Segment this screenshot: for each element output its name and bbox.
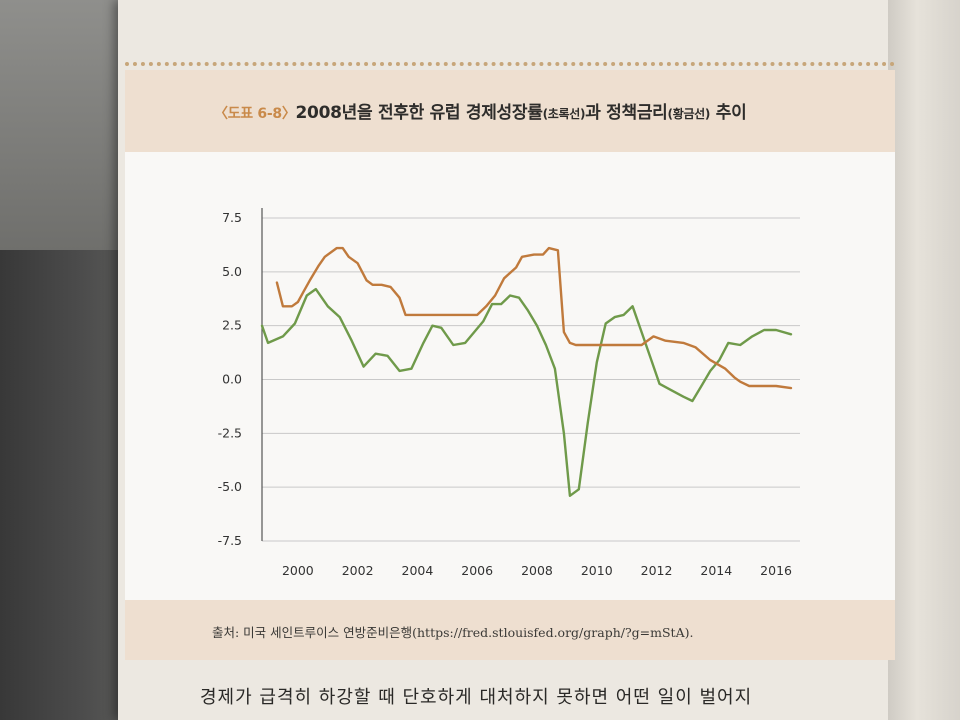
title-mid: 과 정책금리 [585,103,668,123]
tick-labels: 7.5 5.0 2.5 0.0 -2.5 -5.0 -7.5 2000 2002 2004 2006… [218,210,792,578]
x-tick-label: 2008 [521,563,553,578]
x-tick-label: 2012 [641,563,673,578]
x-tick-label: 2016 [760,563,792,578]
growth-series-line [260,287,793,497]
title-band [125,70,895,158]
y-tick-label: -2.5 [218,425,242,440]
x-tick-label: 2004 [402,563,434,578]
x-tick-label: 2010 [581,563,613,578]
title-orange-note: (황금선) [667,107,711,121]
y-tick-label: 0.0 [222,372,242,387]
series-layer [260,246,793,497]
title-green-note: (초록선) [542,107,586,121]
body-text-line: 경제가 급격히 하강할 때 단호하게 대처하지 못하면 어떤 일이 벌어지 [200,687,753,708]
background-top-left [0,0,140,250]
adjacent-page-edge [888,0,960,720]
rate-series-line [275,246,793,390]
x-tick-label: 2014 [700,563,732,578]
figure-title: 〈도표 6-8〉2008년을 전후한 유럽 경제성장률(초록선)과 정책금리(황… [214,98,874,123]
dotted-rule [125,62,895,66]
figure-tag: 〈도표 6-8〉 [214,106,296,122]
y-tick-label: -5.0 [218,479,242,494]
title-main: 2008년을 전후한 유럽 경제성장률 [295,103,543,123]
x-tick-label: 2000 [282,563,314,578]
grid-layer [262,217,800,542]
title-end: 추이 [710,103,747,123]
y-tick-label: -7.5 [218,533,242,548]
y-tick-label: 7.5 [222,210,242,225]
source-band [125,600,895,660]
source-note: 출처: 미국 세인트루이스 연방준비은행(https://fred.stloui… [212,625,694,640]
y-tick-label: 5.0 [222,264,242,279]
x-tick-label: 2002 [342,563,374,578]
y-tick-label: 2.5 [222,318,242,333]
x-tick-label: 2006 [461,563,493,578]
